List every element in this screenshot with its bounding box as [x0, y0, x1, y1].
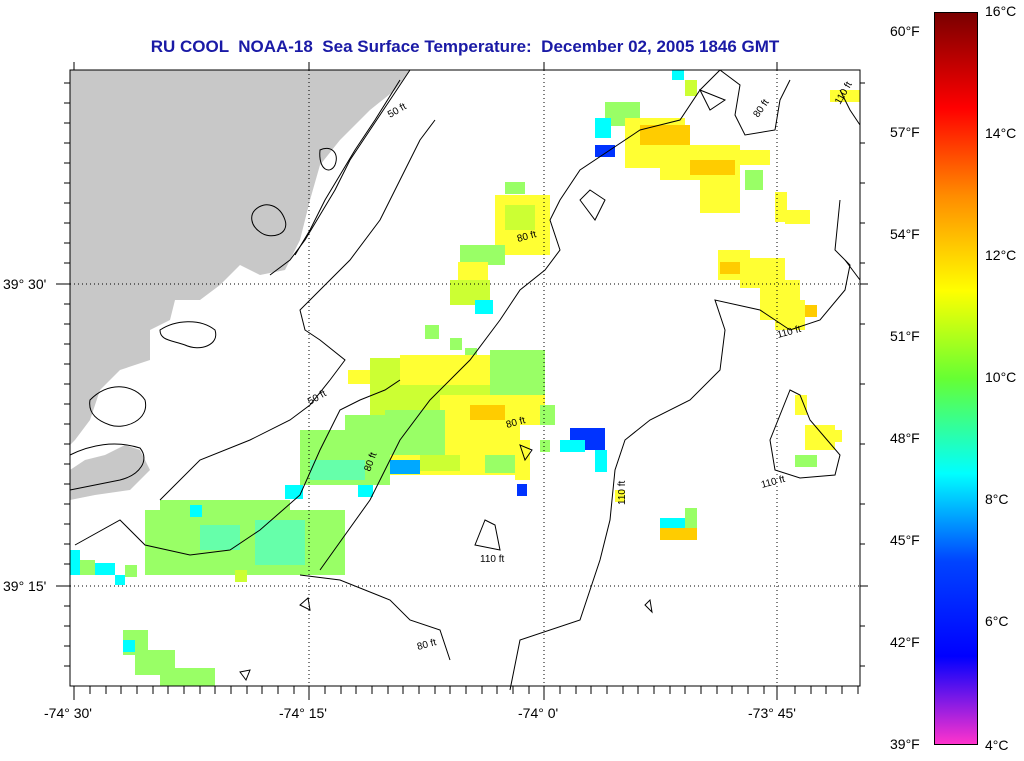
colorbar-f-label: 48°F [890, 430, 920, 446]
lat-label-39-30: 39° 30' [3, 276, 47, 292]
colorbar-c-label: 8°C [985, 491, 1009, 507]
colorbar-c-label: 16°C [985, 3, 1017, 19]
contour-label: 80 ft [505, 415, 527, 431]
lon-label-73-45: -73° 45' [748, 705, 796, 721]
axis-ticks [56, 62, 868, 700]
contour-label: 110 ft [617, 481, 628, 505]
colorbar-c-label: 10°C [985, 369, 1017, 385]
sst-pixels [70, 70, 860, 686]
lon-label-74-30: -74° 30' [44, 705, 92, 721]
colorbar-f-label: 51°F [890, 328, 920, 344]
contour-label: 50 ft [306, 388, 329, 407]
lon-label-74-15: -74° 15' [279, 705, 327, 721]
colorbar-f-label: 45°F [890, 532, 920, 548]
colorbar-f-label: 60°F [890, 23, 920, 39]
colorbar-f-label: 54°F [890, 226, 920, 242]
contour-label: 80 ft [416, 637, 438, 653]
map-title: RU COOL NOAA-18 Sea Surface Temperature:… [150, 37, 780, 56]
contour-label: 50 ft [386, 101, 409, 120]
map-frame [69, 69, 861, 687]
colorbar-f-label: 42°F [890, 634, 920, 650]
contour-label: 80 ft [516, 229, 538, 245]
colorbar-f-label: 39°F [890, 736, 920, 752]
colorbar-c-label: 12°C [985, 247, 1017, 263]
colorbar [934, 12, 978, 745]
coastline [69, 69, 411, 491]
colorbar-c-label: 14°C [985, 125, 1017, 141]
contour-label: 110 ft [760, 474, 787, 491]
contour-label: 110 ft [480, 554, 504, 565]
depth-contours [74, 69, 861, 691]
colorbar-c-label: 6°C [985, 613, 1009, 629]
grid-lines [70, 70, 860, 686]
lat-label-39-15: 39° 15' [3, 578, 47, 594]
colorbar-f-label: 57°F [890, 124, 920, 140]
contour-label: 80 ft [751, 97, 771, 119]
colorbar-c-label: 4°C [985, 737, 1009, 753]
lon-label-74-0: -74° 0' [518, 705, 559, 721]
